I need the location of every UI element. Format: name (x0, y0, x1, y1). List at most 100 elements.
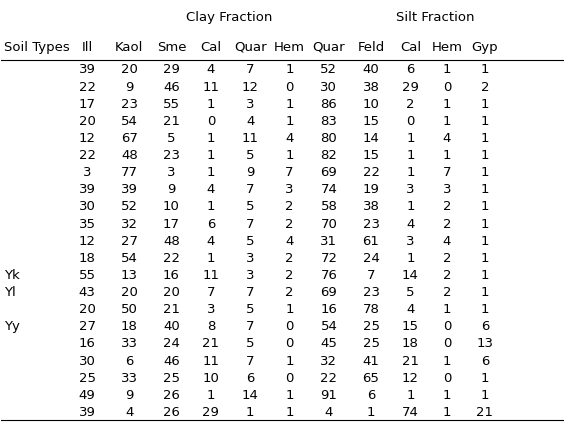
Text: 17: 17 (79, 98, 95, 111)
Text: 54: 54 (121, 251, 138, 264)
Text: 1: 1 (207, 132, 215, 144)
Text: 13: 13 (476, 337, 493, 350)
Text: 2: 2 (406, 98, 415, 111)
Text: 0: 0 (285, 80, 294, 93)
Text: Soil Types: Soil Types (4, 41, 70, 54)
Text: 22: 22 (163, 251, 180, 264)
Text: 1: 1 (443, 149, 451, 162)
Text: 1: 1 (481, 268, 489, 281)
Text: 21: 21 (163, 303, 180, 316)
Text: 86: 86 (320, 98, 337, 111)
Text: 3: 3 (285, 183, 294, 196)
Text: 1: 1 (481, 200, 489, 213)
Text: 6: 6 (367, 388, 375, 401)
Text: 22: 22 (363, 166, 380, 179)
Text: 2: 2 (443, 251, 451, 264)
Text: 5: 5 (246, 200, 254, 213)
Text: 23: 23 (121, 98, 138, 111)
Text: 45: 45 (320, 337, 337, 350)
Text: 1: 1 (406, 166, 415, 179)
Text: 67: 67 (121, 132, 138, 144)
Text: 1: 1 (406, 388, 415, 401)
Text: 2: 2 (443, 217, 451, 230)
Text: 49: 49 (79, 388, 95, 401)
Text: 72: 72 (320, 251, 337, 264)
Text: 1: 1 (481, 166, 489, 179)
Text: 29: 29 (163, 63, 180, 76)
Text: 1: 1 (481, 388, 489, 401)
Text: 43: 43 (79, 286, 95, 298)
Text: 25: 25 (363, 337, 380, 350)
Text: Yl: Yl (4, 286, 16, 298)
Text: 1: 1 (481, 286, 489, 298)
Text: 0: 0 (443, 337, 451, 350)
Text: 38: 38 (363, 200, 380, 213)
Text: 7: 7 (367, 268, 375, 281)
Text: 29: 29 (402, 80, 419, 93)
Text: 2: 2 (285, 286, 294, 298)
Text: 0: 0 (443, 80, 451, 93)
Text: 7: 7 (207, 286, 215, 298)
Text: 14: 14 (242, 388, 259, 401)
Text: 7: 7 (246, 354, 254, 367)
Text: 2: 2 (285, 251, 294, 264)
Text: 16: 16 (79, 337, 95, 350)
Text: 12: 12 (79, 234, 95, 247)
Text: 4: 4 (406, 217, 415, 230)
Text: 7: 7 (443, 166, 451, 179)
Text: 3: 3 (167, 166, 176, 179)
Text: Cal: Cal (400, 41, 421, 54)
Text: 4: 4 (207, 63, 215, 76)
Text: 23: 23 (163, 149, 180, 162)
Text: 40: 40 (363, 63, 380, 76)
Text: 1: 1 (443, 354, 451, 367)
Text: 5: 5 (167, 132, 176, 144)
Text: Quar: Quar (234, 41, 267, 54)
Text: 26: 26 (163, 388, 180, 401)
Text: 1: 1 (481, 98, 489, 111)
Text: 21: 21 (476, 405, 493, 418)
Text: 70: 70 (320, 217, 337, 230)
Text: 1: 1 (246, 405, 254, 418)
Text: 3: 3 (443, 183, 451, 196)
Text: 1: 1 (367, 405, 375, 418)
Text: 0: 0 (285, 371, 294, 384)
Text: 1: 1 (285, 63, 294, 76)
Text: 22: 22 (79, 149, 95, 162)
Text: 12: 12 (79, 132, 95, 144)
Text: 21: 21 (402, 354, 419, 367)
Text: 2: 2 (443, 268, 451, 281)
Text: 15: 15 (363, 114, 380, 127)
Text: 4: 4 (443, 234, 451, 247)
Text: 1: 1 (207, 200, 215, 213)
Text: 6: 6 (246, 371, 254, 384)
Text: 2: 2 (285, 217, 294, 230)
Text: 1: 1 (481, 183, 489, 196)
Text: Yy: Yy (4, 319, 20, 332)
Text: 27: 27 (79, 319, 95, 332)
Text: 1: 1 (481, 234, 489, 247)
Text: Clay Fraction: Clay Fraction (186, 11, 272, 24)
Text: 58: 58 (320, 200, 337, 213)
Text: 5: 5 (246, 234, 254, 247)
Text: 0: 0 (443, 371, 451, 384)
Text: 1: 1 (406, 132, 415, 144)
Text: Silt Fraction: Silt Fraction (397, 11, 475, 24)
Text: 41: 41 (363, 354, 380, 367)
Text: 33: 33 (121, 337, 138, 350)
Text: 5: 5 (246, 303, 254, 316)
Text: Sme: Sme (157, 41, 186, 54)
Text: 39: 39 (79, 183, 95, 196)
Text: 1: 1 (406, 200, 415, 213)
Text: 5: 5 (406, 286, 415, 298)
Text: 46: 46 (163, 354, 180, 367)
Text: 30: 30 (79, 200, 95, 213)
Text: 2: 2 (481, 80, 489, 93)
Text: 12: 12 (242, 80, 259, 93)
Text: 1: 1 (481, 251, 489, 264)
Text: 22: 22 (79, 80, 95, 93)
Text: 0: 0 (285, 319, 294, 332)
Text: 21: 21 (202, 337, 219, 350)
Text: 3: 3 (406, 183, 415, 196)
Text: 55: 55 (163, 98, 180, 111)
